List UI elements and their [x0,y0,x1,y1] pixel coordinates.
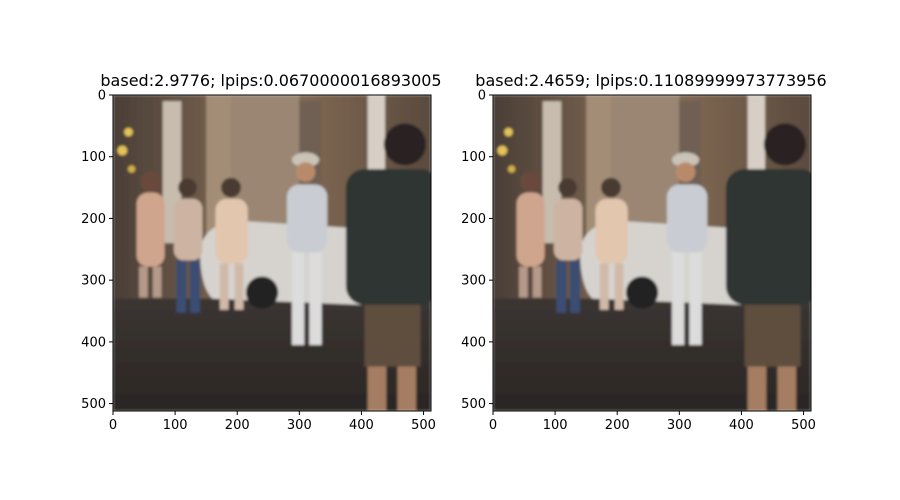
string-light [127,165,136,173]
left-panel-title: based:2.9776; lpips:0.0670000016893005 [100,71,441,90]
y-tick-label: 200 [81,212,106,227]
left-photo [113,95,431,411]
pedestrian [173,178,203,313]
pedestrian [595,177,628,310]
string-light [504,127,513,137]
y-tick-label: 0 [98,89,106,104]
x-tick-label: 400 [729,418,754,433]
string-light [497,145,508,156]
x-tick-label: 500 [791,418,816,433]
x-tick-label: 200 [605,418,630,433]
x-tick-label: 500 [411,418,436,433]
y-tick-label: 100 [461,150,486,165]
y-tick-label: 0 [478,89,486,104]
right-y-axis: 0 100 200 300 400 500 [461,89,493,412]
pedestrian [553,178,583,313]
y-tick-label: 500 [81,397,106,412]
pedestrian [215,177,248,310]
string-light [124,127,133,137]
pedestrian-foreground [345,123,431,411]
right-photo [493,95,811,411]
x-tick-label: 100 [543,418,568,433]
right-x-axis: 0 100 200 300 400 500 [489,411,816,433]
x-tick-label: 0 [109,418,117,433]
y-tick-label: 300 [81,274,106,289]
string-light [507,165,516,173]
left-image-area [112,94,432,412]
y-tick-label: 400 [461,335,486,350]
y-tick-label: 200 [461,212,486,227]
x-tick-label: 400 [349,418,374,433]
x-tick-label: 200 [225,418,250,433]
pedestrian-foreground [725,123,811,411]
y-tick-label: 100 [81,150,106,165]
car-wheel [245,276,279,309]
pedestrian [516,171,545,298]
x-tick-label: 300 [667,418,692,433]
string-light [117,145,128,156]
y-tick-label: 400 [81,335,106,350]
pedestrian-white-hat [286,152,328,345]
y-tick-label: 500 [461,397,486,412]
pedestrian [136,171,165,298]
right-image-area [492,94,812,412]
right-panel: based:2.4659; lpips:0.11089999973773956 [461,71,827,433]
left-x-axis: 0 100 200 300 400 500 [109,411,436,433]
car-wheel [625,276,659,309]
y-tick-label: 300 [461,274,486,289]
right-axes-frame [492,94,812,412]
left-y-axis: 0 100 200 300 400 500 [81,89,113,412]
x-tick-label: 300 [287,418,312,433]
right-panel-title: based:2.4659; lpips:0.11089999973773956 [475,71,826,90]
x-tick-label: 0 [489,418,497,433]
left-axes-frame [112,94,432,412]
left-panel: based:2.9776; lpips:0.0670000016893005 [81,71,441,433]
pedestrian-white-hat [666,152,708,345]
x-tick-label: 100 [163,418,188,433]
